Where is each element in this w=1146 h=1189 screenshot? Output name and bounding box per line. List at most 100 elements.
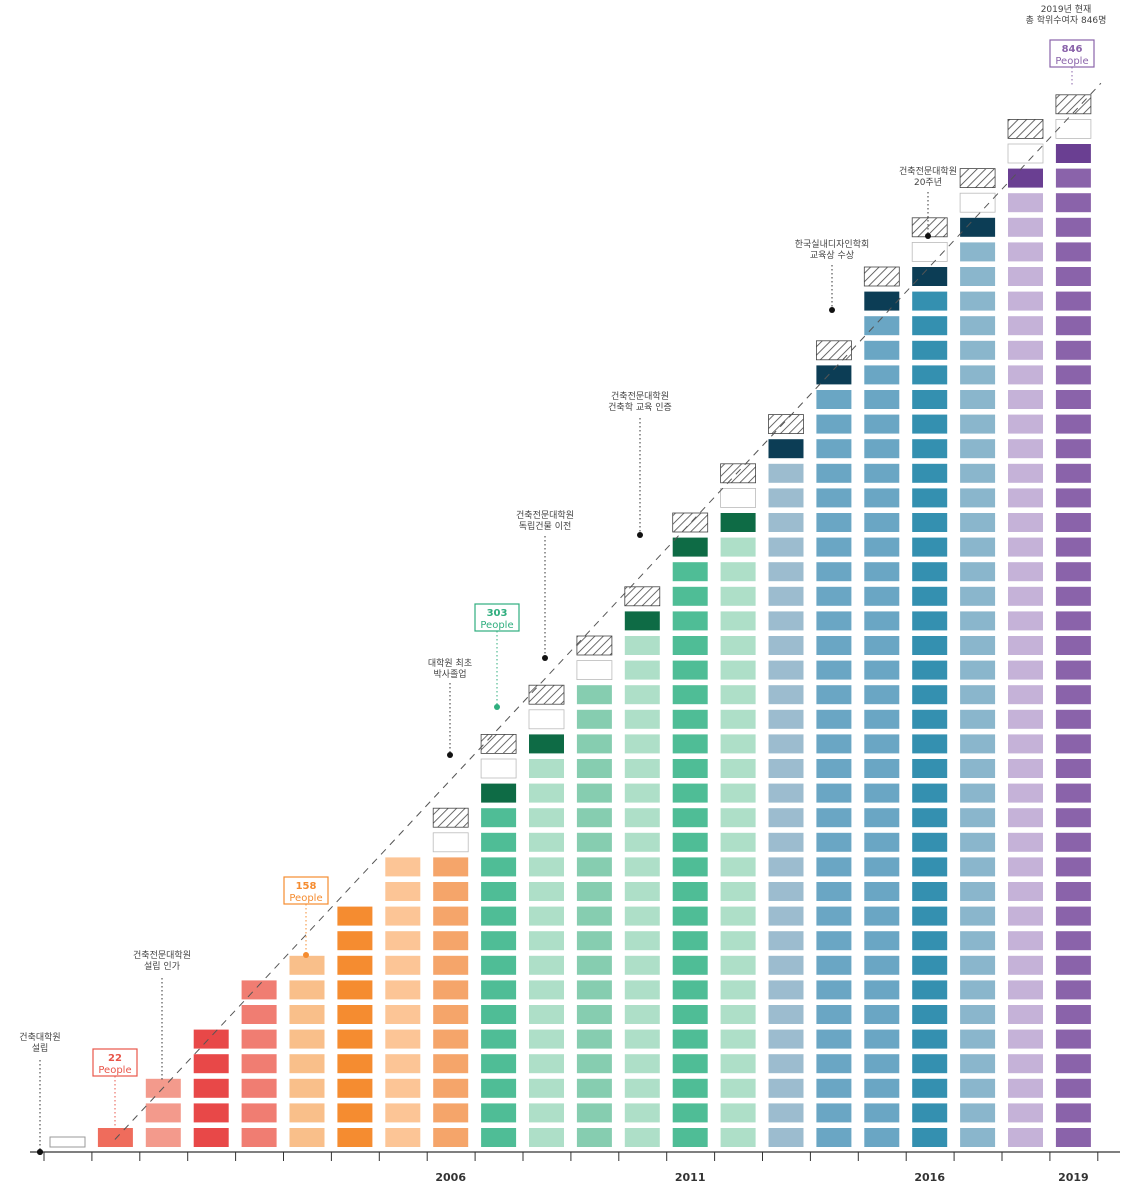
bar-segment <box>481 783 517 803</box>
bar-segment <box>912 832 948 852</box>
bar-segment <box>912 316 948 336</box>
bar-segment <box>529 906 564 926</box>
x-tick-label: 2006 <box>435 1171 466 1184</box>
bar-segment <box>816 586 852 606</box>
bar-segment <box>1055 463 1091 483</box>
bar-segment <box>481 906 517 926</box>
bar-segment <box>1055 955 1091 975</box>
bar-segment <box>481 882 517 901</box>
trend-layer <box>114 82 1102 1140</box>
bar-segment <box>864 1078 900 1098</box>
bar-segment <box>576 709 612 729</box>
bar-segment <box>768 832 804 852</box>
bar-segment <box>1008 168 1043 188</box>
bar-segment <box>337 931 373 951</box>
bar-segment <box>1055 808 1091 828</box>
bar-segment <box>433 1103 469 1123</box>
bar-segment-hatched <box>480 734 517 754</box>
bar-segment <box>289 955 325 975</box>
bar-segment <box>481 1103 517 1123</box>
bar-segment <box>529 955 564 975</box>
bar-segment <box>337 980 373 1000</box>
annotation-text: 설립 <box>32 1043 49 1054</box>
bar-segment <box>960 906 996 926</box>
bar-segment <box>1008 808 1043 828</box>
annotation-text: 20주년 <box>914 177 942 188</box>
bar-segment <box>1008 513 1043 532</box>
bar-segment <box>912 562 948 582</box>
bar-segment <box>720 537 756 557</box>
bar-segment <box>912 488 948 508</box>
bar-segment <box>576 783 612 803</box>
bar-segment <box>816 759 852 778</box>
bar-segment <box>337 1103 373 1123</box>
annotation-text: 건축전문대학원 <box>611 391 669 402</box>
bar-segment <box>481 931 517 951</box>
bar-segment-hatched <box>768 414 804 435</box>
bar-segment-hatched <box>720 463 756 484</box>
bar-segment <box>864 660 900 680</box>
bar-segment <box>672 685 708 705</box>
bar-segment <box>960 955 996 975</box>
x-tick-label: 2011 <box>675 1171 706 1184</box>
bar-segment-empty <box>959 192 996 213</box>
bar-segment <box>960 660 996 680</box>
bar-segment <box>624 1054 660 1074</box>
bar-segment-empty <box>576 660 613 680</box>
bar-segment <box>193 1103 229 1123</box>
bar-segment <box>912 439 948 459</box>
bar-2011 <box>672 512 709 1147</box>
bar-segment <box>816 906 852 926</box>
bar-segment <box>433 882 469 901</box>
bar-segment <box>864 562 900 582</box>
bar-segment <box>624 636 660 655</box>
bar-segment <box>912 980 948 1000</box>
bar-segment <box>481 857 517 877</box>
bar-segment <box>1055 488 1091 508</box>
bar-segment <box>529 808 564 828</box>
bar-segment <box>289 1005 325 1024</box>
bar-segment <box>529 931 564 951</box>
bar-segment <box>960 513 996 532</box>
annotation-text: 건축전문대학원 <box>133 950 191 961</box>
bar-segment <box>960 217 996 237</box>
bar-segment <box>816 611 852 631</box>
bar-segment <box>1008 463 1043 483</box>
bar-segment <box>1055 168 1091 188</box>
bar-segment <box>960 414 996 434</box>
badge-number: 22 <box>108 1053 122 1064</box>
bar-segment <box>433 1005 469 1024</box>
bar-segment <box>481 1128 517 1147</box>
bar-segment <box>768 611 804 631</box>
bar-segment <box>960 537 996 557</box>
bar-segment <box>1008 1054 1043 1074</box>
bar-segment <box>1055 906 1091 926</box>
bar-segment <box>912 1078 948 1098</box>
bar-2019 <box>1055 94 1092 1147</box>
bar-segment <box>145 1128 181 1147</box>
bar-segment <box>720 660 756 680</box>
bar-2007 <box>480 734 517 1147</box>
bar-segment <box>960 1029 996 1049</box>
bar-segment <box>1008 636 1043 655</box>
bar-segment <box>385 931 421 951</box>
bar-segment <box>768 1078 804 1098</box>
bar-segment <box>912 955 948 975</box>
bar-segment <box>1008 685 1043 705</box>
bar-segment <box>720 685 756 705</box>
bar-2003 <box>289 955 325 1147</box>
bar-segment <box>816 808 852 828</box>
bar-segment <box>768 808 804 828</box>
bar-segment <box>768 1005 804 1024</box>
bar-2012 <box>720 463 756 1147</box>
bar-segment-hatched <box>1055 94 1092 115</box>
bar-segment <box>624 832 660 852</box>
bar-segment <box>720 1103 756 1123</box>
bar-segment <box>768 882 804 901</box>
bar-segment <box>960 291 996 311</box>
bar-segment <box>816 1078 852 1098</box>
bar-segment <box>864 1054 900 1074</box>
bar-segment <box>1055 562 1091 582</box>
bar-segment <box>193 1128 229 1147</box>
bar-segment <box>960 1005 996 1024</box>
